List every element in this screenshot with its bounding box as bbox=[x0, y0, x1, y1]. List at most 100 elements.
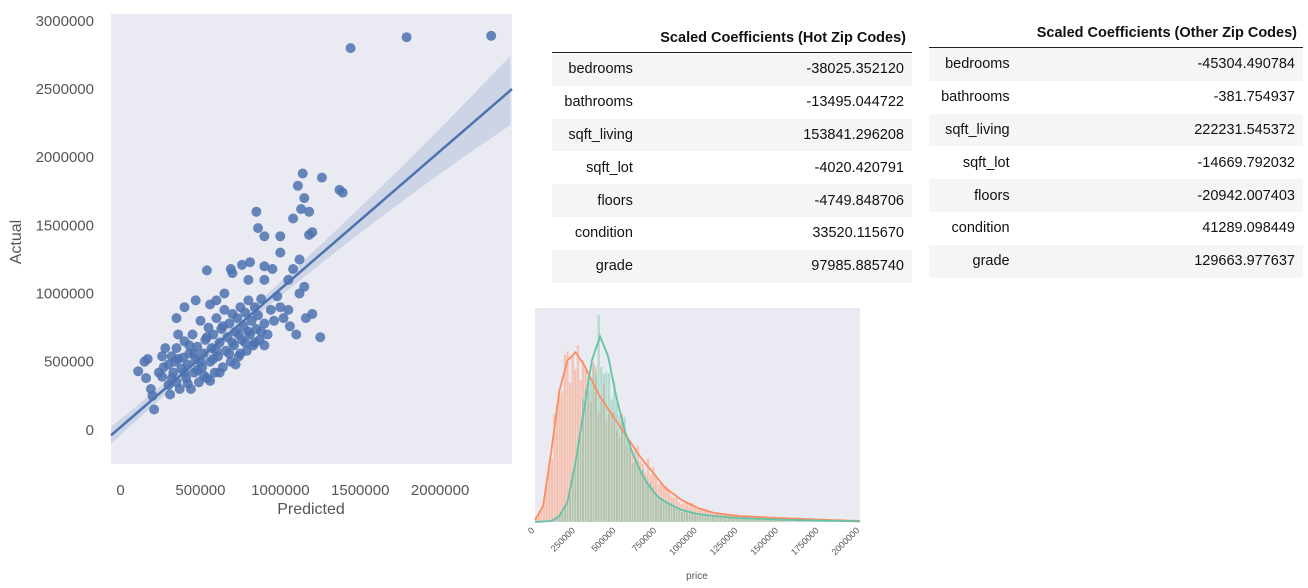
row-value: 153841.296208 bbox=[640, 118, 912, 152]
scatter-point bbox=[165, 389, 176, 400]
histogram-bar bbox=[540, 510, 543, 523]
row-value: 129663.977637 bbox=[1017, 244, 1303, 278]
row-value: -14669.792032 bbox=[1197, 154, 1295, 171]
scatter-point bbox=[251, 206, 262, 217]
row-label: bedrooms bbox=[929, 47, 1018, 81]
scatter-point bbox=[208, 354, 219, 364]
histogram-bar bbox=[722, 517, 725, 523]
scatter-point bbox=[265, 304, 276, 315]
histogram-bar bbox=[597, 314, 601, 523]
x-tick-label: 2000000 bbox=[411, 482, 469, 499]
scatter-point bbox=[233, 329, 244, 340]
histogram-bar bbox=[657, 496, 660, 523]
histogram-bar bbox=[605, 371, 608, 523]
scatter-point bbox=[173, 329, 184, 340]
scatter-point bbox=[195, 315, 206, 326]
row-label: sqft_lot bbox=[586, 159, 633, 176]
histogram-bar bbox=[607, 372, 611, 523]
row-value: -4749.848706 bbox=[640, 184, 912, 217]
histogram-bar bbox=[563, 354, 567, 523]
table-header-blank bbox=[929, 25, 1018, 48]
scatter-point bbox=[166, 351, 177, 362]
scatter-point bbox=[219, 304, 230, 315]
histogram-bar bbox=[729, 517, 733, 523]
scatter-point bbox=[211, 295, 222, 306]
row-label: grade bbox=[929, 244, 1018, 278]
x-tick-label: 1750000 bbox=[789, 525, 821, 557]
scatter-point bbox=[256, 326, 267, 337]
scatter-point bbox=[235, 348, 246, 359]
scatter-point bbox=[267, 264, 278, 274]
histogram-bar bbox=[659, 497, 663, 523]
y-tick-label: 0 bbox=[86, 422, 94, 439]
scatter-point bbox=[192, 364, 203, 375]
scatter-point bbox=[133, 366, 144, 377]
scatter-point bbox=[256, 294, 267, 304]
histogram-bar bbox=[628, 447, 632, 523]
x-tick-label: 0 bbox=[116, 482, 124, 499]
histogram-bar bbox=[646, 484, 650, 523]
scatter-point bbox=[296, 204, 307, 214]
scatter-regression-chart: 0 500000 1000000 1500000 2000000 0 500000 1000… bbox=[8, 13, 513, 518]
scatter-point bbox=[259, 274, 270, 285]
histogram-bar bbox=[589, 379, 593, 523]
scatter-point bbox=[245, 257, 255, 268]
histogram-bar bbox=[618, 414, 621, 523]
scatter-point bbox=[243, 326, 254, 337]
scatter-point bbox=[240, 307, 251, 318]
row-label: grade bbox=[552, 249, 641, 283]
scatter-point bbox=[288, 264, 299, 274]
scatter-point bbox=[284, 321, 295, 332]
histogram-bars bbox=[534, 314, 861, 523]
table-row: floors -4749.848706 bbox=[552, 184, 912, 217]
scatter-point bbox=[307, 227, 318, 238]
scatter-y-axis-label: Actual bbox=[8, 220, 25, 264]
scatter-point bbox=[211, 345, 222, 356]
scatter-y-ticks: 0 500000 1000000 1500000 2000000 2500000 30000… bbox=[36, 13, 94, 439]
scatter-point bbox=[171, 313, 182, 324]
x-tick-label: 1500000 bbox=[331, 482, 389, 499]
scatter-point bbox=[294, 254, 305, 265]
scatter-point bbox=[278, 313, 289, 324]
histogram-bar bbox=[620, 418, 624, 523]
y-tick-label: 2500000 bbox=[36, 81, 94, 98]
row-value: -20942.007403 bbox=[1017, 179, 1303, 212]
regression-line bbox=[110, 88, 513, 437]
scatter-point bbox=[288, 213, 299, 224]
scatter-point bbox=[486, 30, 497, 41]
table-row: sqft_living 222231.545372 bbox=[929, 113, 1303, 147]
histogram-bar bbox=[568, 494, 572, 523]
scatter-point bbox=[157, 351, 168, 362]
scatter-point bbox=[283, 304, 294, 315]
histogram-bar bbox=[737, 518, 741, 523]
histogram-bar bbox=[677, 509, 681, 523]
scatter-point bbox=[292, 180, 303, 191]
histogram-bar bbox=[550, 457, 554, 523]
table-row: condition 41289.098449 bbox=[929, 212, 1303, 245]
y-tick-label: 3000000 bbox=[36, 13, 94, 30]
x-tick-label: 1000000 bbox=[667, 525, 699, 557]
price-distribution-chart: 0 250000 500000 750000 1000000 1250000 1500000… bbox=[526, 308, 861, 582]
histogram-bar bbox=[701, 514, 705, 523]
row-label: floors bbox=[929, 179, 1018, 212]
scatter-point bbox=[259, 231, 270, 242]
scatter-point bbox=[337, 187, 348, 198]
scatter-point bbox=[171, 343, 182, 354]
table-row: bedrooms -45304.490784 bbox=[929, 47, 1303, 81]
scatter-point bbox=[153, 367, 164, 378]
row-value: 97985.885740 bbox=[640, 249, 912, 283]
scatter-point bbox=[316, 172, 327, 183]
scatter-x-axis-label: Predicted bbox=[277, 501, 345, 518]
row-value: 41289.098449 bbox=[1202, 220, 1295, 237]
y-tick-label: 1500000 bbox=[36, 217, 94, 234]
scatter-point bbox=[315, 332, 326, 343]
x-tick-label: 500000 bbox=[175, 482, 225, 499]
scatter-point bbox=[211, 313, 222, 324]
table-row: grade 129663.977637 bbox=[929, 244, 1303, 278]
x-tick-label: 250000 bbox=[549, 525, 577, 553]
scatter-point bbox=[283, 274, 294, 285]
histogram-bar bbox=[573, 463, 577, 523]
scatter-points bbox=[133, 30, 497, 415]
row-label: sqft_living bbox=[929, 113, 1018, 147]
row-value: -381.754937 bbox=[1213, 89, 1295, 106]
